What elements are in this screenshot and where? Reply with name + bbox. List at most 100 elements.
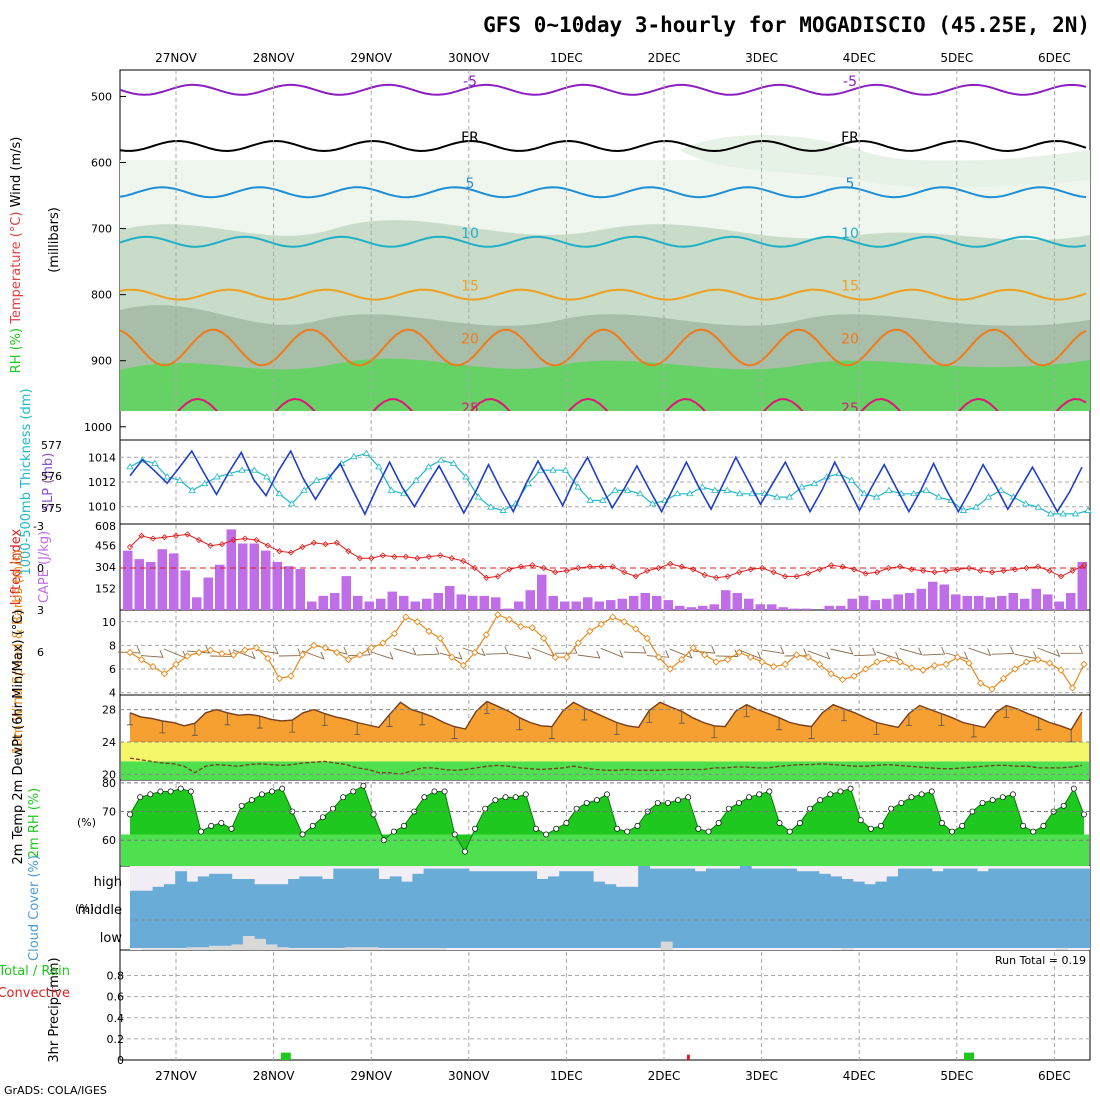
- wind-tick: 6: [109, 663, 116, 676]
- date-label-bottom: 6DEC: [1038, 1069, 1071, 1083]
- temp-minmax-bar: [256, 716, 263, 729]
- cloud-high-bar: [378, 879, 391, 892]
- rh-point: [583, 799, 590, 806]
- lifted-index-point: [770, 569, 777, 576]
- rh-point: [299, 831, 306, 838]
- date-label-top: 5DEC: [940, 51, 973, 65]
- date-label-bottom: 3DEC: [745, 1069, 778, 1083]
- cloud-high-bar: [1067, 868, 1080, 892]
- rh-point: [340, 794, 347, 801]
- wind-speed-point: [666, 665, 674, 673]
- wind-speed-point: [999, 674, 1008, 683]
- date-label-top: 28NOV: [253, 51, 295, 65]
- wind-speed-point: [137, 655, 146, 664]
- precip-tick: 0.4: [107, 1012, 125, 1025]
- wind-speed-point: [1022, 658, 1031, 666]
- cape-bar: [663, 600, 673, 610]
- cloud-high-bar: [728, 868, 741, 892]
- cloud-high-bar: [333, 868, 346, 892]
- rh-unit: (%): [77, 816, 96, 829]
- lifted-index-point: [977, 567, 984, 574]
- cloud-high-bar: [931, 871, 944, 892]
- lifted-index-point: [368, 555, 375, 562]
- wind-speed-point: [367, 644, 376, 652]
- wind-speed-point: [632, 625, 640, 633]
- date-label-bottom: 28NOV: [253, 1069, 295, 1083]
- rh-point: [543, 831, 550, 838]
- cloud-high-bar: [615, 886, 628, 892]
- cloud-high-bar: [197, 876, 210, 892]
- cloud-high-bar: [773, 868, 786, 892]
- cape-bar: [215, 564, 225, 610]
- cloud-low-bar: [186, 947, 199, 950]
- lifted-index-point: [575, 564, 582, 572]
- cloud-middle-bar: [288, 892, 300, 948]
- lifted-index-point: [851, 566, 858, 573]
- rh-point: [187, 788, 194, 795]
- cape-bar: [560, 601, 570, 610]
- thickness-point: [275, 489, 284, 497]
- wind-speed-point: [459, 661, 467, 670]
- cloud-high-bar: [1056, 868, 1068, 892]
- wind-speed-point: [1057, 666, 1065, 674]
- lifted-index-point: [943, 567, 950, 574]
- rh-point: [604, 791, 610, 798]
- cloud-high-bar: [988, 868, 1001, 892]
- lifted-index-point: [529, 562, 536, 569]
- cloud-low-bar: [197, 947, 210, 950]
- cape-bar: [859, 595, 869, 610]
- wind-tick: 8: [109, 639, 116, 652]
- cloud-level-middle: middle: [78, 903, 122, 918]
- isotherm-label: 20: [461, 332, 479, 348]
- cloud-middle-bar: [841, 892, 854, 948]
- millibar-tick-label: 600: [91, 157, 112, 170]
- rh-point: [330, 805, 336, 812]
- cape-bar: [1054, 601, 1064, 610]
- cloud-low-bar: [163, 948, 176, 950]
- thickness-point: [910, 489, 918, 497]
- rh-point: [918, 791, 925, 798]
- lifted-index-point: [506, 566, 513, 573]
- dewpoint-line: [129, 757, 1083, 775]
- cloud-middle-bar: [988, 892, 1001, 948]
- cloud-high-bar: [389, 876, 402, 892]
- wind-speed-point: [620, 618, 628, 626]
- cloud-high-bar: [660, 868, 673, 892]
- precip-legend-convective: Convective: [0, 986, 70, 1001]
- lifted-index-point: [460, 557, 467, 565]
- thickness-point: [922, 486, 930, 493]
- rh-point: [533, 825, 539, 832]
- wind-speed-point: [540, 634, 548, 642]
- cape-bar: [847, 598, 857, 610]
- cape-bar: [272, 561, 282, 610]
- precip-axis-label: 3hr Precip (mm): [47, 957, 62, 1062]
- cape-bar: [652, 595, 662, 610]
- lifted-index-point: [621, 569, 628, 576]
- date-label-top: 4DEC: [843, 51, 876, 65]
- thickness-point: [250, 466, 259, 473]
- thickness-point: [487, 503, 495, 510]
- cape-bar: [617, 598, 627, 610]
- rh-point: [999, 794, 1006, 801]
- lifted-index-point: [713, 574, 720, 581]
- wind-barb: [1060, 646, 1084, 654]
- date-label-top: 2DEC: [648, 51, 681, 65]
- lifted-index-point: [965, 564, 973, 572]
- wind-barb: [140, 650, 164, 658]
- lifted-index-point: [425, 553, 432, 560]
- wind-speed-point: [770, 663, 778, 671]
- isotherm-line: [120, 328, 1087, 367]
- thickness-axis-label: 1000-500mb Thickness (dm): [19, 388, 34, 575]
- lifted-index-point: [1023, 564, 1030, 572]
- date-label-bottom: 29NOV: [350, 1069, 392, 1083]
- cape-bar: [755, 604, 765, 610]
- wind10m-axis-label: 10m Wind Speed & Barbs (m/s): [11, 550, 26, 755]
- wind-speed-point: [126, 648, 134, 657]
- cloud-low-bar: [660, 941, 673, 950]
- cloud-high-bar: [751, 868, 763, 892]
- cloud-low-bar: [344, 947, 357, 950]
- wind-speed-point: [344, 655, 353, 664]
- cape-axis-label: CAPE (J/kg): [37, 531, 52, 603]
- date-label-top: 30NOV: [448, 51, 490, 65]
